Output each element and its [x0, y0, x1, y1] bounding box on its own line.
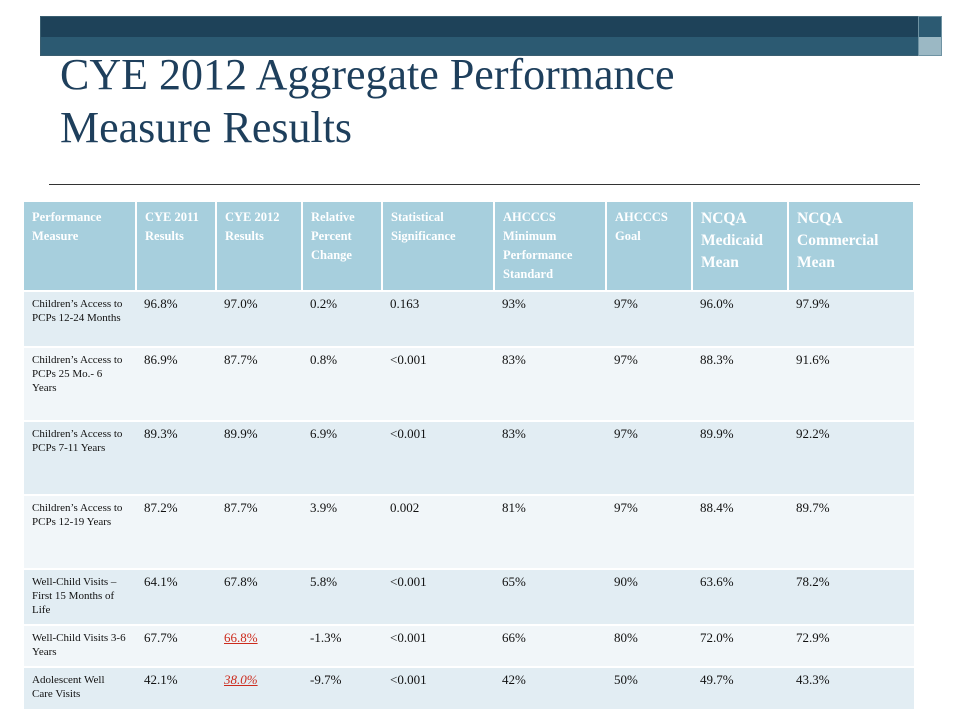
min-standard-cell: 66% — [494, 624, 606, 667]
table-row: Children’s Access to PCPs 7-11 Years 89.… — [24, 420, 914, 495]
commercial-mean-cell: 43.3% — [788, 666, 914, 709]
min-standard-cell: 42% — [494, 666, 606, 709]
commercial-mean-cell: 72.9% — [788, 624, 914, 667]
significance-cell: <0.001 — [382, 346, 494, 421]
slide-title: CYE 2012 Aggregate Performance Measure R… — [60, 50, 675, 152]
medicaid-mean-cell: 63.6% — [692, 568, 788, 625]
goal-cell: 97% — [606, 346, 692, 421]
change-cell: 0.2% — [302, 290, 382, 347]
cye2011-cell: 42.1% — [136, 666, 216, 709]
commercial-mean-cell: 92.2% — [788, 420, 914, 495]
table-row: Children’s Access to PCPs 12-19 Years 87… — [24, 494, 914, 569]
measure-cell: Adolescent Well Care Visits — [24, 666, 136, 709]
commercial-mean-cell: 78.2% — [788, 568, 914, 625]
medicaid-mean-cell: 72.0% — [692, 624, 788, 667]
header-cye-2012: CYE 2012 Results — [216, 202, 303, 291]
table-row: Children’s Access to PCPs 25 Mo.- 6 Year… — [24, 346, 914, 421]
min-standard-cell: 93% — [494, 290, 606, 347]
measure-cell: Children’s Access to PCPs 7-11 Years — [24, 420, 136, 495]
cye2011-cell: 67.7% — [136, 624, 216, 667]
significance-cell: <0.001 — [382, 624, 494, 667]
goal-cell: 90% — [606, 568, 692, 625]
header-cye-2011: CYE 2011 Results — [136, 202, 217, 291]
medicaid-mean-cell: 49.7% — [692, 666, 788, 709]
commercial-mean-cell: 97.9% — [788, 290, 914, 347]
goal-cell: 50% — [606, 666, 692, 709]
table-row: Well-Child Visits 3-6 Years 67.7% 66.8% … — [24, 624, 914, 667]
performance-table: Performance Measure CYE 2011 Results CYE… — [24, 202, 915, 709]
top-banner-bar — [40, 16, 942, 39]
commercial-mean-cell: 91.6% — [788, 346, 914, 421]
corner-decoration-lower — [918, 37, 942, 56]
cye2012-cell: 67.8% — [216, 568, 302, 625]
cye2011-cell: 96.8% — [136, 290, 216, 347]
table-header-row: Performance Measure CYE 2011 Results CYE… — [24, 202, 915, 291]
header-ncqa-commercial: NCQA Commercial Mean — [788, 202, 915, 291]
cye2012-cell: 89.9% — [216, 420, 302, 495]
significance-cell: <0.001 — [382, 420, 494, 495]
title-divider — [49, 184, 920, 185]
table-row: Children’s Access to PCPs 12-24 Months 9… — [24, 290, 914, 347]
significance-cell: <0.001 — [382, 568, 494, 625]
medicaid-mean-cell: 89.9% — [692, 420, 788, 495]
goal-cell: 97% — [606, 290, 692, 347]
goal-cell: 97% — [606, 494, 692, 569]
commercial-mean-cell: 89.7% — [788, 494, 914, 569]
table-row: Adolescent Well Care Visits 42.1% 38.0% … — [24, 666, 914, 709]
measure-cell: Children’s Access to PCPs 12-19 Years — [24, 494, 136, 569]
significance-cell: 0.163 — [382, 290, 494, 347]
header-ahcccs-goal: AHCCCS Goal — [606, 202, 693, 291]
change-cell: 0.8% — [302, 346, 382, 421]
cye2011-cell: 89.3% — [136, 420, 216, 495]
change-cell: 6.9% — [302, 420, 382, 495]
header-relative-change: Relative Percent Change — [302, 202, 383, 291]
change-cell: -1.3% — [302, 624, 382, 667]
measure-cell: Well-Child Visits – First 15 Months of L… — [24, 568, 136, 625]
cye2011-cell: 64.1% — [136, 568, 216, 625]
medicaid-mean-cell: 96.0% — [692, 290, 788, 347]
significance-cell: 0.002 — [382, 494, 494, 569]
min-standard-cell: 83% — [494, 420, 606, 495]
cye2012-cell: 97.0% — [216, 290, 302, 347]
header-statistical-significance: Statistical Significance — [382, 202, 495, 291]
header-performance-measure: Performance Measure — [24, 202, 137, 291]
cye2012-cell-below-standard: 66.8% — [216, 624, 302, 667]
cye2011-cell: 86.9% — [136, 346, 216, 421]
cye2012-cell: 87.7% — [216, 346, 302, 421]
header-ahcccs-minimum: AHCCCS Minimum Performance Standard — [494, 202, 607, 291]
goal-cell: 97% — [606, 420, 692, 495]
table-row: Well-Child Visits – First 15 Months of L… — [24, 568, 914, 625]
cye2012-cell: 87.7% — [216, 494, 302, 569]
significance-cell: <0.001 — [382, 666, 494, 709]
header-ncqa-medicaid: NCQA Medicaid Mean — [692, 202, 789, 291]
measure-cell: Children’s Access to PCPs 12-24 Months — [24, 290, 136, 347]
measure-cell: Well-Child Visits 3-6 Years — [24, 624, 136, 667]
goal-cell: 80% — [606, 624, 692, 667]
corner-decoration — [918, 16, 942, 39]
medicaid-mean-cell: 88.3% — [692, 346, 788, 421]
min-standard-cell: 81% — [494, 494, 606, 569]
min-standard-cell: 65% — [494, 568, 606, 625]
cye2012-cell-below-standard: 38.0% — [216, 666, 302, 709]
min-standard-cell: 83% — [494, 346, 606, 421]
change-cell: 5.8% — [302, 568, 382, 625]
medicaid-mean-cell: 88.4% — [692, 494, 788, 569]
cye2011-cell: 87.2% — [136, 494, 216, 569]
measure-cell: Children’s Access to PCPs 25 Mo.- 6 Year… — [24, 346, 136, 421]
change-cell: 3.9% — [302, 494, 382, 569]
change-cell: -9.7% — [302, 666, 382, 709]
